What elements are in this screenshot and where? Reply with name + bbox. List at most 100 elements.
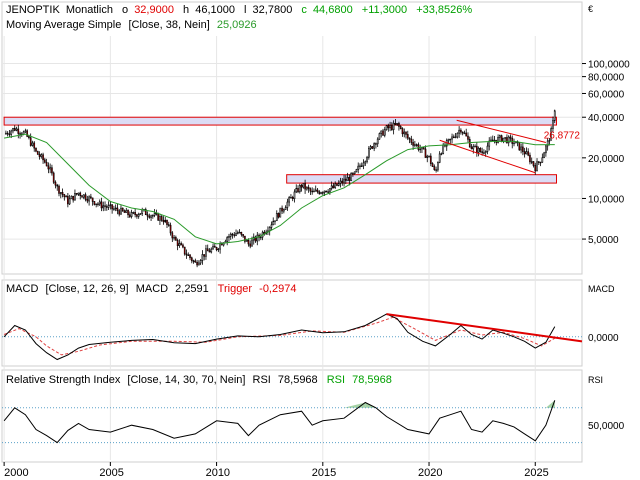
- candle-body: [114, 207, 117, 210]
- candle-body: [82, 194, 85, 198]
- candle-body: [440, 153, 443, 155]
- candle-body: [111, 204, 113, 210]
- candle-body: [399, 126, 402, 129]
- candle-body: [15, 128, 18, 131]
- symbol-label: JENOPTIK: [6, 4, 60, 16]
- candle-body: [300, 185, 303, 188]
- candle-body: [490, 139, 492, 142]
- rsi-mid-tick: 50,0000: [588, 421, 625, 432]
- candle-body: [141, 209, 144, 214]
- candle-body: [175, 237, 177, 241]
- candle-body: [286, 201, 289, 208]
- candle-body: [406, 134, 409, 139]
- macd-value-label: MACD: [136, 283, 168, 295]
- candle-body: [465, 132, 468, 137]
- candle-body: [19, 133, 21, 135]
- moving-average-line: [4, 133, 555, 245]
- candle-body: [456, 132, 459, 138]
- candle-body: [221, 243, 223, 246]
- candle-body: [394, 122, 397, 125]
- candle-body: [49, 167, 51, 170]
- candle-body: [275, 212, 278, 222]
- candle-body: [208, 250, 211, 253]
- candle-body: [176, 239, 179, 246]
- candle-body: [373, 143, 375, 149]
- rsi-overbought-fills: [344, 400, 555, 408]
- candle-body: [13, 127, 16, 131]
- candle-body: [81, 195, 83, 198]
- candle-body: [376, 138, 379, 145]
- candle-body: [36, 150, 39, 155]
- candle-body: [215, 247, 218, 251]
- chart-header: JENOPTIK Monatlich o 32,9000 h 46,1000 l…: [6, 4, 593, 31]
- candle-body: [210, 248, 213, 253]
- candle-body: [493, 139, 496, 142]
- candle-body: [334, 183, 337, 189]
- candle-body: [470, 146, 473, 150]
- candle-body: [12, 127, 14, 132]
- candle-body: [314, 189, 317, 192]
- candle-body: [429, 155, 432, 164]
- price-grid: [2, 36, 582, 460]
- rsi-value: 78,5968: [278, 374, 318, 386]
- candle-body: [31, 142, 34, 146]
- macd-trend-line: [386, 313, 583, 343]
- candle-body: [270, 224, 273, 228]
- candle-body: [513, 142, 515, 145]
- candle-body: [313, 190, 315, 193]
- candle-body: [474, 145, 476, 148]
- candle-body: [51, 167, 53, 174]
- candle-body: [382, 130, 384, 136]
- candle-body: [438, 153, 441, 163]
- candle-body: [396, 122, 398, 125]
- candle-body: [553, 110, 556, 121]
- candle-body: [288, 197, 290, 203]
- candle-body: [61, 192, 64, 195]
- candle-body: [385, 125, 388, 131]
- candle-body: [467, 135, 469, 140]
- candle-body: [159, 216, 161, 221]
- high-label: h: [183, 4, 189, 16]
- candle-body: [359, 165, 361, 167]
- candle-body: [368, 148, 370, 158]
- candle-body: [166, 219, 168, 225]
- price-y-tick-label: 80,0000: [588, 73, 625, 84]
- candle-body: [337, 182, 340, 186]
- candle-body: [249, 243, 252, 247]
- candle-body: [91, 197, 94, 202]
- candle-body: [378, 133, 381, 140]
- candle-body: [199, 260, 202, 264]
- candle-body: [102, 205, 105, 209]
- candle-body: [42, 154, 44, 161]
- candle-body: [412, 142, 414, 146]
- candle-body: [539, 161, 542, 164]
- candle-body: [398, 122, 400, 127]
- candle-body: [67, 195, 69, 205]
- candle-body: [107, 205, 110, 208]
- candle-body: [369, 146, 372, 149]
- candle-body: [130, 212, 133, 217]
- last-ma-marker: 26,8772: [544, 131, 581, 142]
- candle-body: [86, 199, 89, 202]
- candle-body: [40, 154, 43, 157]
- candle-body: [417, 144, 420, 150]
- candle-body: [160, 216, 163, 221]
- candle-body: [507, 136, 510, 144]
- macd-params: [Close, 12, 26, 9]: [45, 283, 128, 295]
- candle-body: [415, 144, 418, 146]
- candle-body: [357, 165, 360, 170]
- candle-body: [167, 224, 170, 226]
- candle-body: [545, 145, 547, 154]
- candle-body: [486, 145, 489, 152]
- candle-body: [136, 214, 138, 217]
- candle-body: [375, 143, 377, 145]
- rsi-axis-label: RSI: [588, 375, 603, 385]
- candle-body: [437, 162, 439, 171]
- candle-body: [137, 214, 140, 217]
- support-band: [286, 174, 558, 184]
- resistance-band: [3, 116, 558, 126]
- candle-body: [422, 147, 425, 150]
- rsi-title: Relative Strength Index: [6, 374, 121, 386]
- price-bands: [3, 116, 558, 184]
